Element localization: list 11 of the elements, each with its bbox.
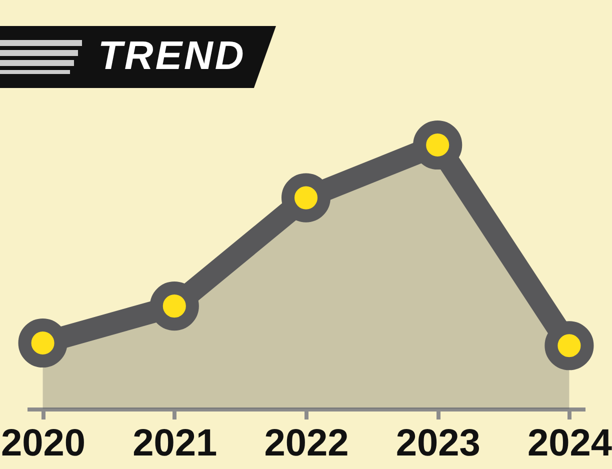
x-tick-label: 2022 [264,422,349,464]
chart-title: TREND [98,34,246,79]
point [281,173,331,222]
x-tick-label: 2024 [527,422,612,464]
point [150,282,199,331]
point [18,318,68,368]
x-tick-label: 2021 [132,422,218,464]
point [544,321,594,370]
point [413,120,462,170]
x-tick-label: 2020 [1,422,86,464]
x-tick-label: 2023 [396,422,480,464]
